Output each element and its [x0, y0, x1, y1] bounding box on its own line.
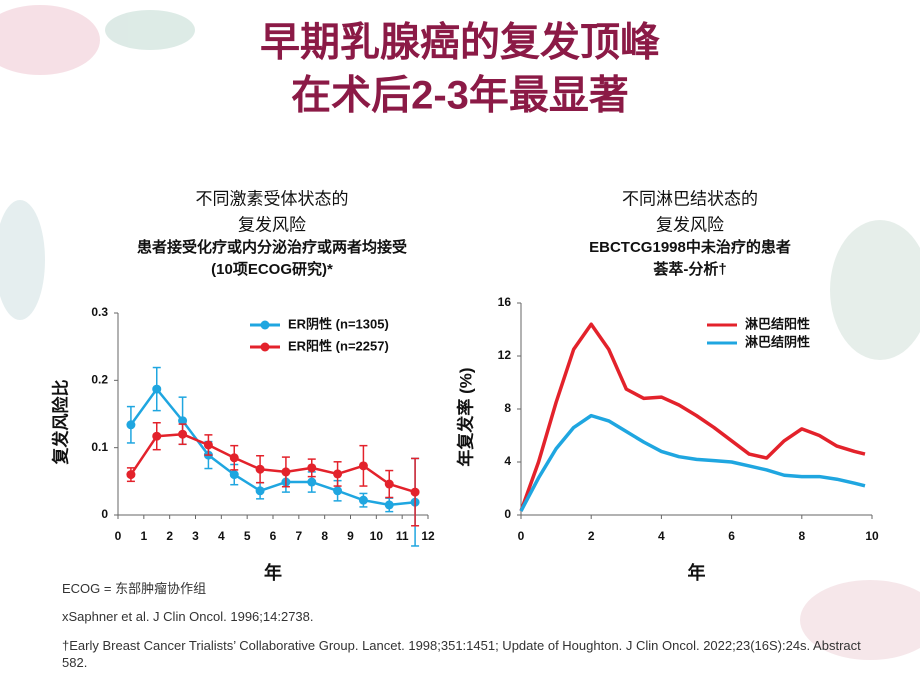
footnote: †Early Breast Cancer Trialists’ Collabor…	[62, 638, 861, 670]
x-tick-label: 1	[140, 529, 147, 543]
y-tick-label: 12	[498, 348, 512, 362]
legend-label: ER阴性 (n=1305)	[288, 316, 389, 331]
x-tick-label: 0	[518, 529, 525, 543]
chart-heading: 不同激素受体状态的	[196, 189, 349, 208]
x-tick-label: 6	[728, 529, 735, 543]
x-tick-label: 2	[166, 529, 173, 543]
x-axis-label: 年	[264, 562, 282, 583]
series-line	[129, 387, 416, 507]
x-tick-label: 4	[658, 529, 665, 543]
x-tick-label: 3	[192, 529, 199, 543]
marker	[307, 463, 317, 473]
legend-marker	[260, 342, 270, 352]
marker	[178, 429, 188, 439]
x-tick-label: 10	[865, 529, 879, 543]
marker	[384, 479, 394, 489]
x-tick-label: 2	[588, 529, 595, 543]
y-tick-label: 4	[504, 454, 511, 468]
x-tick-label: 5	[244, 529, 251, 543]
marker	[126, 420, 136, 430]
chart-heading: 荟萃-分析†	[652, 260, 726, 278]
y-axis-label: 复发风险比	[50, 380, 70, 466]
marker	[281, 467, 291, 477]
marker	[178, 416, 188, 426]
legend-marker	[260, 320, 270, 330]
y-tick-label: 0.3	[91, 305, 108, 319]
series-line	[519, 413, 866, 512]
marker	[203, 440, 213, 450]
x-tick-label: 7	[295, 529, 302, 543]
marker	[229, 453, 239, 463]
chart-heading: 复发风险	[656, 215, 724, 234]
series-line	[519, 322, 866, 512]
y-tick-label: 0	[504, 507, 511, 521]
footnote: ECOG = 东部肿瘤协作组	[62, 581, 207, 596]
marker	[255, 464, 265, 474]
marker	[255, 486, 265, 496]
marker	[126, 470, 136, 480]
y-tick-label: 16	[498, 295, 512, 309]
decoration	[0, 5, 920, 660]
x-tick-label: 12	[421, 529, 435, 543]
x-tick-label: 10	[370, 529, 384, 543]
series-line	[129, 432, 416, 494]
chart-heading: 患者接受化疗或内分泌治疗或两者均接受	[137, 238, 407, 256]
x-tick-label: 6	[270, 529, 277, 543]
x-tick-label: 4	[218, 529, 225, 543]
y-tick-label: 0.1	[91, 440, 108, 454]
footnote: xSaphner et al. J Clin Oncol. 1996;14:27…	[62, 609, 314, 624]
y-tick-label: 8	[504, 401, 511, 415]
legend-label: 淋巴结阳性	[745, 316, 810, 331]
legend-label: ER阳性 (n=2257)	[288, 338, 389, 353]
title-line: 在术后2-3年最显著	[291, 74, 629, 118]
marker	[410, 487, 420, 497]
x-tick-label: 11	[396, 529, 409, 543]
x-tick-label: 8	[798, 529, 805, 543]
x-tick-label: 8	[321, 529, 328, 543]
marker	[333, 486, 343, 496]
marker	[229, 470, 239, 480]
y-tick-label: 0.2	[91, 373, 108, 387]
y-axis-label: 年复发率 (%)	[455, 367, 475, 466]
marker	[358, 461, 368, 471]
marker	[333, 469, 343, 479]
chart-heading: EBCTCG1998中未治疗的患者	[589, 238, 791, 256]
legend-label: 淋巴结阴性	[745, 334, 810, 349]
marker	[384, 500, 394, 510]
y-tick-label: 0	[101, 507, 108, 521]
title-line: 早期乳腺癌的复发顶峰	[260, 21, 660, 65]
x-axis-label: 年	[688, 562, 706, 583]
marker	[152, 431, 162, 441]
x-tick-label: 9	[347, 529, 354, 543]
chart-heading: (10项ECOG研究)*	[211, 260, 333, 278]
marker	[358, 495, 368, 505]
x-tick-label: 0	[115, 529, 122, 543]
chart-heading: 不同淋巴结状态的	[622, 189, 758, 208]
chart-heading: 复发风险	[238, 215, 306, 234]
marker	[152, 384, 162, 394]
marker	[307, 477, 317, 487]
